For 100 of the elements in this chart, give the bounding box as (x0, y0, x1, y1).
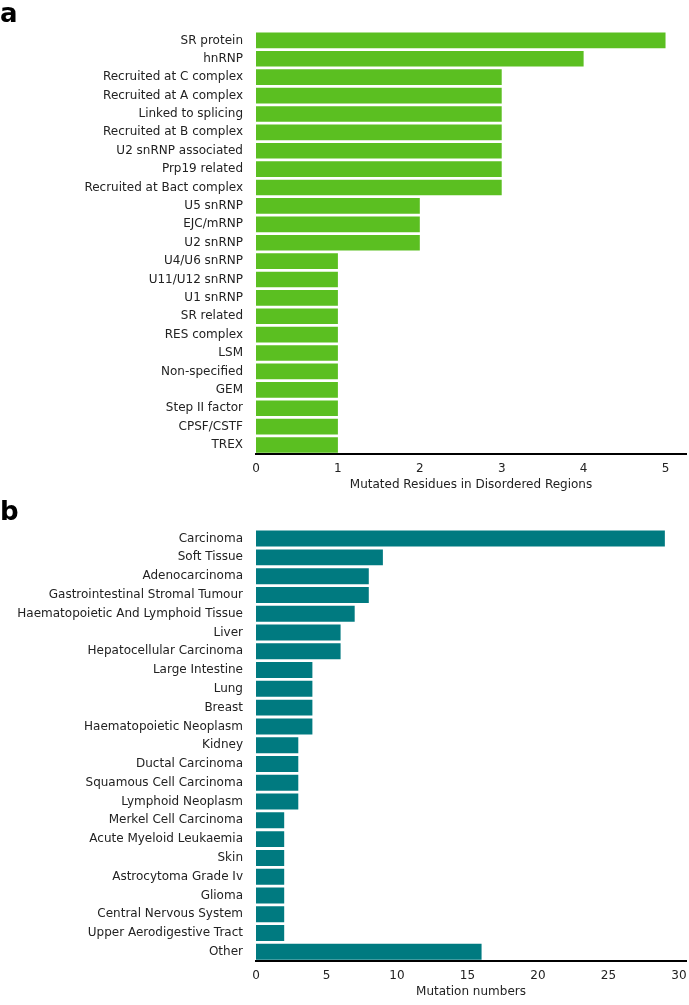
y-tick-label: Recruited at A complex (103, 87, 243, 102)
y-tick-label: Other (208, 943, 244, 958)
y-tick-label: Haematopoietic And Lymphoid Tissue (17, 605, 243, 620)
y-tick-label: Recruited at Bact complex (84, 179, 243, 194)
y-tick-label: GEM (215, 381, 243, 396)
y-tick-label: hnRNP (203, 50, 243, 65)
bar (256, 198, 420, 214)
bar (256, 868, 285, 885)
x-tick-label: 15 (459, 967, 476, 982)
bar (256, 87, 502, 104)
x-tick-label: 3 (497, 460, 506, 475)
y-tick-label: LSM (218, 345, 243, 360)
bar (256, 271, 338, 288)
bar (256, 568, 369, 585)
bar (256, 216, 420, 233)
bar (256, 418, 338, 435)
y-tick-label: SR protein (180, 32, 243, 47)
bar (256, 887, 285, 904)
y-tick-label: Breast (204, 699, 244, 714)
y-tick-label: Gastrointestinal Stromal Tumour (48, 587, 244, 602)
text: b (0, 496, 19, 527)
x-tick-label: 10 (389, 967, 405, 982)
y-tick-label: RES complex (164, 326, 243, 341)
y-tick-label: Carcinoma (178, 530, 243, 545)
y-tick-label: U5 snRNP (184, 198, 243, 213)
x-tick-label: 30 (671, 967, 687, 982)
y-tick-label: Central Nervous System (97, 906, 243, 921)
y-tick-label: U4/U6 snRNP (163, 253, 243, 268)
y-tick-label: Large Intestine (152, 662, 243, 677)
y-tick-label: Recruited at C complex (102, 69, 243, 84)
y-tick-label: Upper Aerodigestive Tract (87, 925, 244, 940)
y-tick-label: U11/U12 snRNP (148, 271, 243, 286)
y-tick-label: Skin (217, 850, 243, 865)
y-tick-label: CPSF/CSTF (178, 418, 244, 433)
bar (256, 290, 338, 306)
y-tick-label: U1 snRNP (184, 290, 243, 304)
y-tick-label: Lung (213, 680, 243, 695)
bar (256, 142, 502, 159)
bar (256, 308, 338, 325)
y-tick-label: Linked to splicing (138, 106, 243, 121)
bar (256, 756, 299, 772)
y-tick-label: Step II factor (165, 400, 244, 415)
bar (256, 943, 482, 960)
y-tick-label: Merkel Cell Carcinoma (108, 812, 243, 827)
x-axis-title: Mutated Residues in Disordered Regions (349, 476, 593, 491)
y-tick-label: U2 snRNP associated (116, 142, 243, 157)
bar (256, 774, 299, 791)
y-tick-label: Ductal Carcinoma (136, 756, 243, 771)
x-tick-label: 1 (334, 460, 342, 475)
x-tick-label: 2 (415, 460, 424, 475)
y-tick-label: Adenocarcinoma (142, 568, 243, 583)
x-axis-title: Mutation numbers (416, 983, 526, 998)
bar (256, 326, 338, 343)
bar (256, 345, 338, 361)
bar (256, 50, 584, 67)
bar (256, 831, 285, 848)
x-tick-label: 4 (579, 460, 588, 475)
bar (256, 605, 355, 622)
bar (256, 437, 338, 453)
bar (256, 812, 285, 829)
x-tick-label: 0 (252, 460, 260, 475)
x-tick-label: 20 (530, 967, 546, 982)
bar (256, 253, 338, 269)
y-tick-label: Acute Myeloid Leukaemia (89, 831, 243, 846)
bar (256, 737, 299, 754)
x-tick-label: 5 (322, 967, 331, 982)
bar (256, 906, 285, 923)
y-tick-label: U2 snRNP (184, 234, 243, 249)
bar (256, 662, 313, 679)
y-tick-label: Squamous Cell Carcinoma (85, 774, 243, 789)
bar (256, 161, 502, 177)
y-tick-label: Liver (213, 624, 244, 639)
bar (256, 718, 313, 735)
y-tick-label: Prp19 related (161, 161, 243, 176)
y-tick-label: Glioma (200, 887, 243, 902)
x-tick-label: 5 (661, 460, 670, 475)
y-tick-label: Recruited at B complex (103, 124, 243, 139)
x-tick-label: 25 (600, 967, 617, 982)
y-tick-label: Kidney (202, 737, 243, 752)
bar (256, 549, 383, 566)
bar (256, 643, 341, 660)
bar (256, 106, 502, 122)
y-tick-label: Hepatocellular Carcinoma (87, 643, 243, 658)
y-tick-label: Soft Tissue (177, 549, 243, 564)
bar (256, 699, 313, 716)
y-tick-label: Astrocytoma Grade Iv (112, 868, 243, 883)
y-tick-label: TREX (210, 437, 243, 452)
bar (256, 124, 502, 141)
y-tick-label: Haematopoietic Neoplasm (84, 718, 243, 733)
bar (256, 530, 665, 547)
y-tick-label: Non-specified (161, 363, 243, 378)
bar (256, 680, 313, 697)
bar (256, 69, 502, 85)
bar (256, 32, 666, 49)
y-tick-label: Lymphoid Neoplasm (121, 793, 243, 808)
y-tick-label: SR related (180, 308, 243, 323)
bar (256, 234, 420, 251)
text: a (0, 0, 18, 29)
y-tick-label: EJC/mRNP (183, 216, 243, 231)
bar (256, 400, 338, 417)
